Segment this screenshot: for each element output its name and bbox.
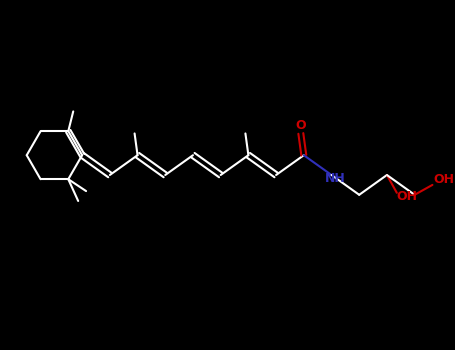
Text: O: O <box>295 119 306 132</box>
Text: OH: OH <box>396 190 417 203</box>
Text: OH: OH <box>434 174 455 187</box>
Text: NH: NH <box>325 173 346 186</box>
